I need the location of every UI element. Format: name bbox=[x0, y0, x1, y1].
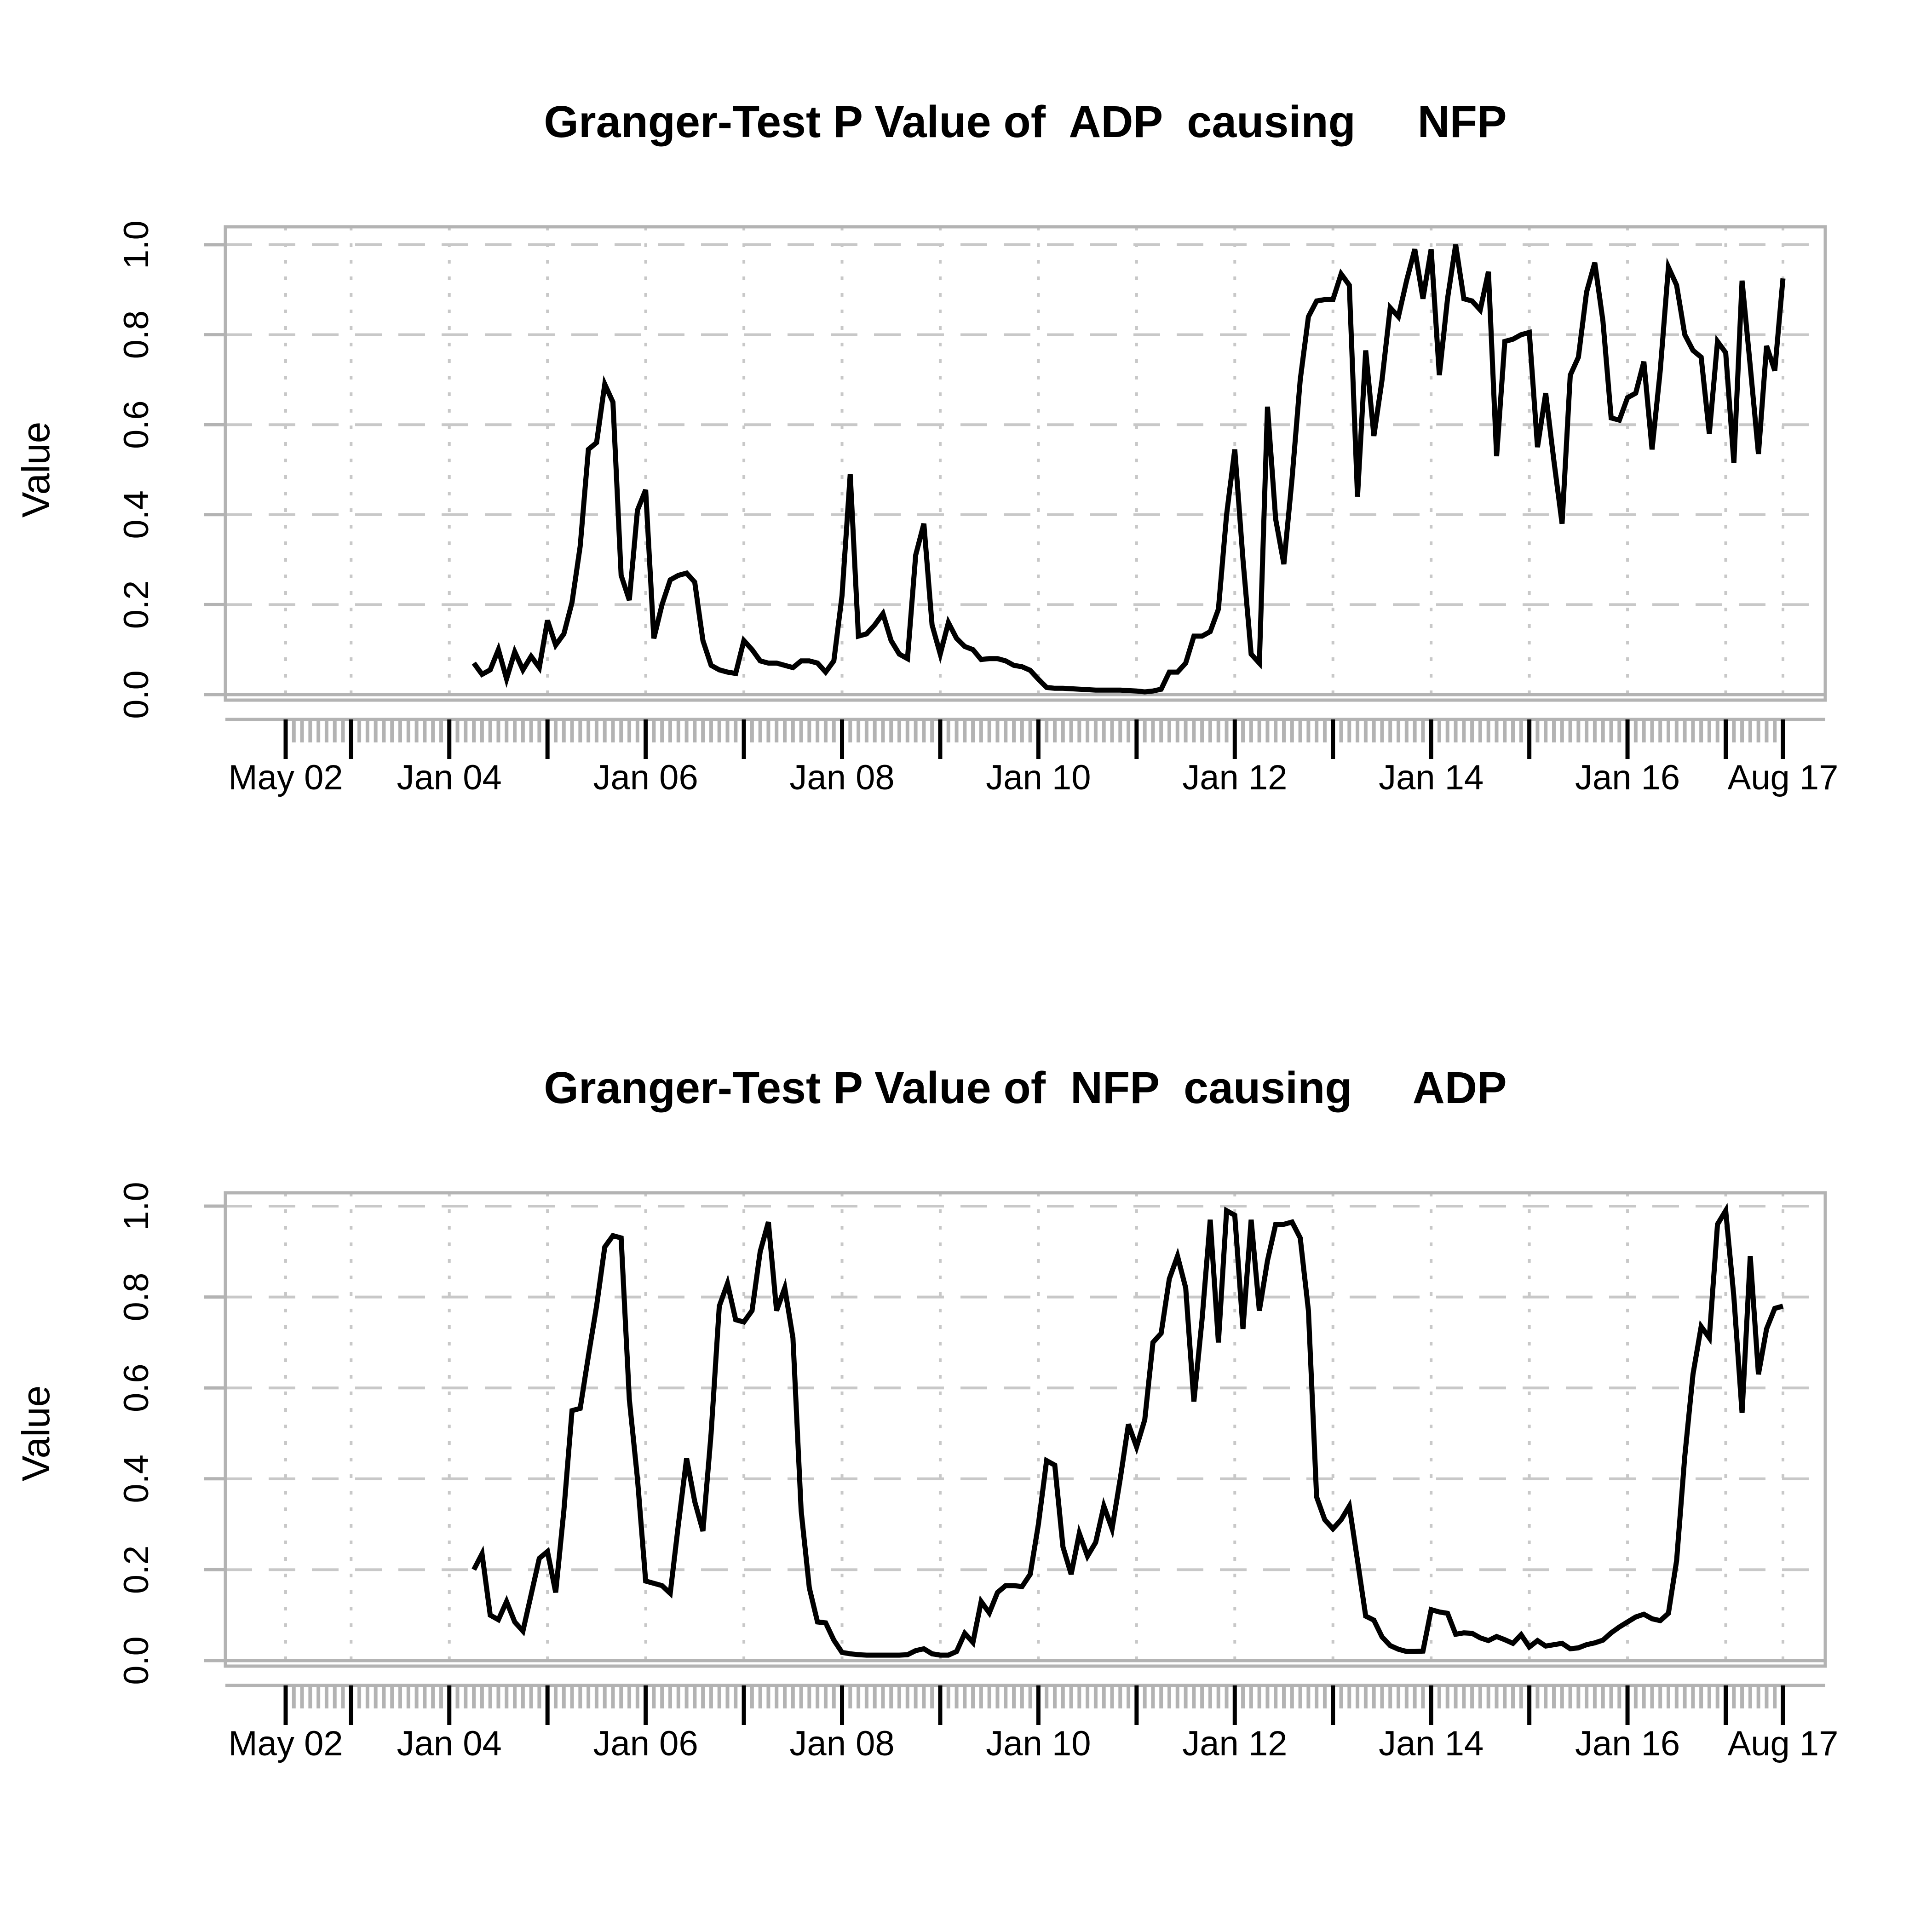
x-tick-label: Jan 16 bbox=[1575, 1724, 1680, 1763]
x-tick-label: Jan 08 bbox=[789, 1724, 894, 1763]
x-tick-label: Jan 12 bbox=[1182, 758, 1287, 797]
x-tick-label: Jan 10 bbox=[986, 758, 1091, 797]
top-panel: 0.0 0.2 0.4 0.6 0.8 1.0 May 02 Jan 04 Jan 06 Jan … bbox=[117, 220, 1838, 797]
y-tick-label: 0.6 bbox=[117, 1363, 156, 1412]
y-tick-label: 0.0 bbox=[117, 670, 156, 719]
bottom-panel: 0.0 0.2 0.4 0.6 0.8 1.0 May 02 Jan 04 Jan 06 Jan … bbox=[117, 1182, 1838, 1763]
x-tick-label: Jan 06 bbox=[593, 1724, 698, 1763]
plot-box bbox=[224, 1191, 1827, 1668]
x-tick-label: May 02 bbox=[228, 758, 343, 797]
x-tick-label: Jan 08 bbox=[789, 758, 894, 797]
x-tick-label: Jan 14 bbox=[1379, 758, 1484, 797]
y-tick-label: 0.2 bbox=[117, 581, 156, 629]
x-tick-label: Jan 04 bbox=[397, 758, 502, 797]
bottom-chart-title: Granger-Test P Value of NFP causing ADP bbox=[544, 1063, 1507, 1113]
y-tick-label: 1.0 bbox=[117, 1182, 156, 1230]
y-tick-label: 1.0 bbox=[117, 220, 156, 269]
adp-causing-nfp-line bbox=[472, 244, 1786, 695]
y-tick-label: 0.0 bbox=[117, 1636, 156, 1685]
x-tick-label: Jan 04 bbox=[397, 1724, 502, 1763]
y-tick-label: 0.4 bbox=[117, 490, 156, 539]
plot-box bbox=[224, 225, 1827, 702]
y-tick-label: 0.4 bbox=[117, 1455, 156, 1503]
y-tick-label: 0.8 bbox=[117, 310, 156, 359]
x-tick-label: May 02 bbox=[228, 1724, 343, 1763]
x-tick-label: Jan 06 bbox=[593, 758, 698, 797]
y-tick-label: 0.6 bbox=[117, 400, 156, 449]
x-tick-label: Jan 14 bbox=[1379, 1724, 1484, 1763]
x-tick-label: Jan 12 bbox=[1182, 1724, 1287, 1763]
x-tick-label: Jan 16 bbox=[1575, 758, 1680, 797]
x-tick-label: Aug 17 bbox=[1728, 758, 1839, 797]
x-tick-label: Aug 17 bbox=[1728, 1724, 1839, 1763]
y-tick-label: 0.2 bbox=[117, 1546, 156, 1594]
nfp-causing-adp-line bbox=[472, 1202, 1784, 1658]
top-chart-title: Granger-Test P Value of ADP causing NFP bbox=[544, 97, 1507, 147]
y-tick-label: 0.8 bbox=[117, 1273, 156, 1322]
x-tick-label: Jan 10 bbox=[986, 1724, 1091, 1763]
